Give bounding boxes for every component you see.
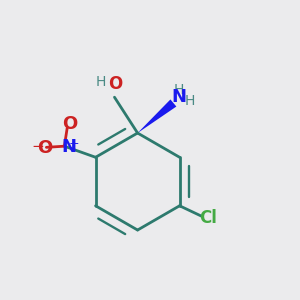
Text: N: N: [61, 138, 76, 156]
Text: O: O: [38, 139, 53, 157]
Text: O: O: [108, 75, 122, 93]
Text: H: H: [96, 74, 106, 88]
Polygon shape: [138, 100, 176, 133]
Text: −: −: [31, 139, 44, 154]
Text: O: O: [62, 115, 77, 133]
Text: Cl: Cl: [200, 209, 217, 227]
Text: H: H: [185, 94, 195, 108]
Text: N: N: [171, 88, 186, 106]
Text: +: +: [69, 137, 80, 150]
Text: H: H: [173, 83, 184, 97]
